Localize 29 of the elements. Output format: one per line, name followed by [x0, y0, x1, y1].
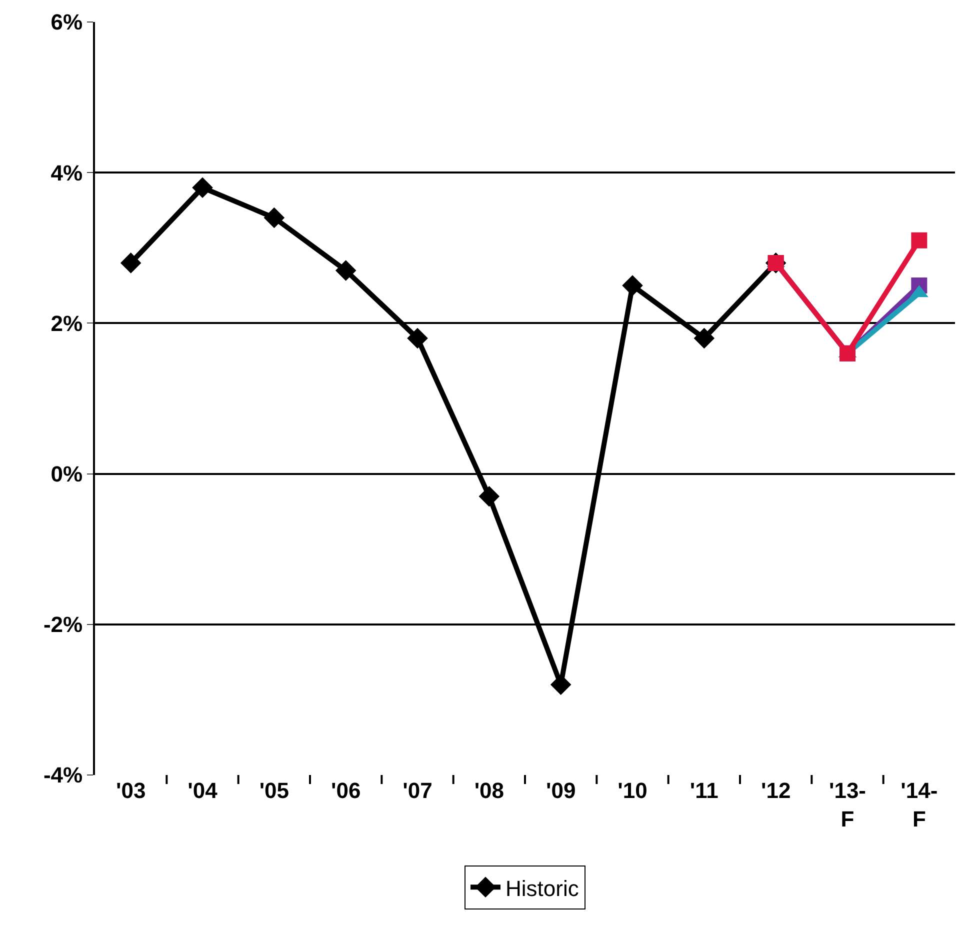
x-tick-label: '05 — [259, 778, 290, 803]
point — [478, 486, 500, 507]
point — [192, 177, 213, 198]
point — [911, 232, 928, 248]
point — [622, 275, 643, 296]
x-tick-label: '08 — [474, 778, 504, 803]
x-tick-label: '14- F — [900, 778, 938, 832]
point — [335, 260, 356, 281]
x-tick-label: '12 — [760, 778, 791, 803]
x-tick-label: '11 — [690, 778, 718, 803]
x-tick-label: '09 — [546, 778, 576, 803]
point — [550, 674, 572, 696]
x-tick-label: '10 — [618, 778, 648, 803]
y-tick-label: 4% — [50, 160, 83, 186]
point — [264, 207, 285, 228]
point — [694, 328, 715, 349]
x-tick-label: '06 — [330, 778, 361, 803]
y-tick-label: 6% — [50, 10, 83, 35]
x-tick-label: '03 — [116, 778, 146, 803]
point — [407, 328, 428, 349]
x-tick-label: '07 — [402, 778, 432, 803]
y-tick-label: 0% — [50, 462, 83, 486]
x-tick-label: '13- F — [828, 778, 866, 832]
y-tick-label: 2% — [50, 310, 83, 336]
point — [120, 252, 142, 274]
legend-label: Historic — [506, 876, 579, 901]
x-tick-label: '04 — [188, 778, 218, 803]
y-tick-label: -2% — [43, 612, 83, 638]
y-tick-label: -4% — [43, 762, 83, 788]
